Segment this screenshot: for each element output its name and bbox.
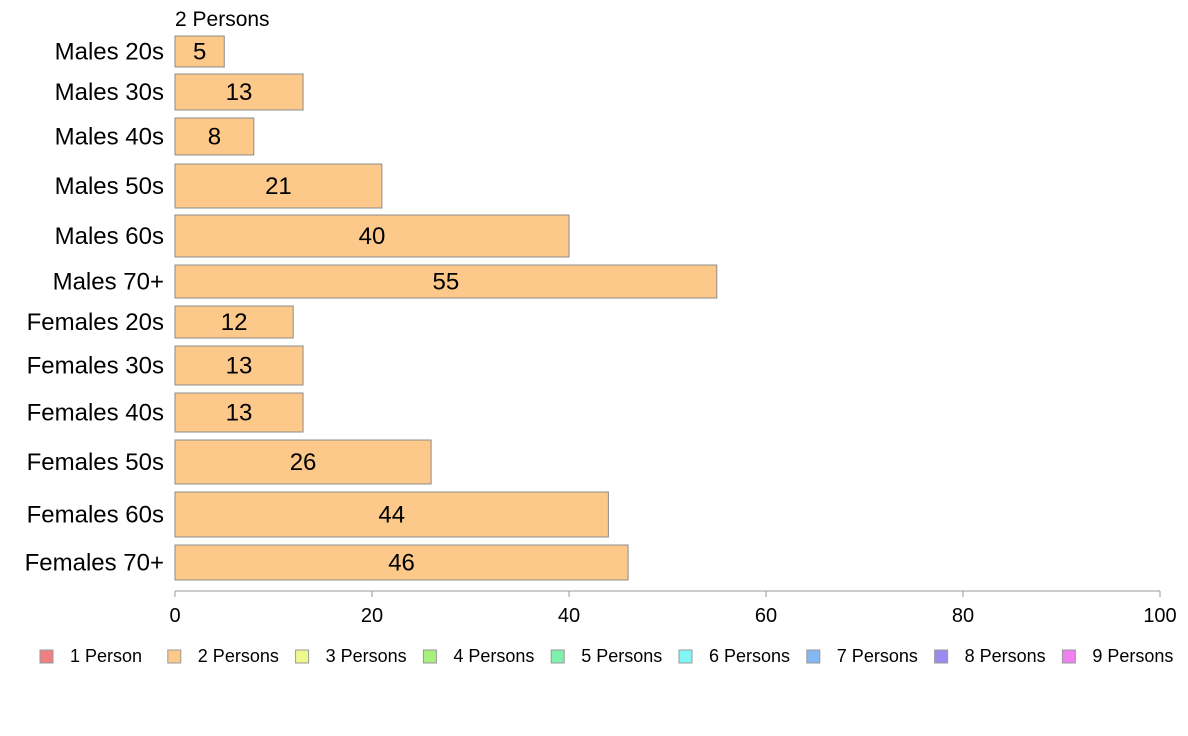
x-axis: 0 20 40 60 80 100: [169, 590, 1177, 627]
x-tick-label: 40: [558, 605, 580, 627]
bar-value-label: 13: [226, 353, 253, 380]
legend-swatch: [934, 649, 949, 664]
bar-value-label: 12: [221, 309, 248, 336]
legend-entry-label: 3 Persons: [326, 646, 407, 666]
legend-entry-label: 2 Persons: [198, 646, 279, 666]
bar-value-label: 13: [226, 400, 253, 427]
bar-value-label: 46: [388, 550, 415, 577]
bar: [174, 345, 304, 386]
legend-swatch: [1061, 649, 1076, 664]
legend-entry-label: 5 Persons: [581, 646, 662, 666]
bar: [174, 264, 718, 299]
legend-swatch: [295, 649, 310, 664]
legend-entry-label: 4 Persons: [453, 646, 534, 666]
bar: [174, 117, 255, 156]
bars-group: Males 20s 5 Males 30s 13 Males 40s 8 Males 50s…: [25, 35, 718, 581]
category-label: Males 30s: [55, 79, 164, 106]
bar-value-label: 26: [290, 449, 317, 476]
category-label: Males 20s: [55, 39, 164, 66]
legend-swatch: [167, 649, 182, 664]
bar-value-label: 44: [378, 502, 405, 529]
bar: [174, 35, 225, 68]
bar: [174, 544, 629, 581]
bar: [174, 214, 570, 258]
bar: [174, 392, 304, 433]
bar-value-label: 55: [433, 269, 460, 296]
category-label: Females 40s: [27, 400, 164, 427]
category-label: Females 50s: [27, 449, 164, 476]
legend-swatch: [550, 649, 565, 664]
bar-value-label: 5: [193, 39, 206, 66]
x-tick-label: 0: [169, 605, 180, 627]
bar: [174, 439, 432, 485]
legend-entry-label: 7 Persons: [837, 646, 918, 666]
legend-entry-label: 8 Persons: [965, 646, 1046, 666]
category-label: Females 70+: [25, 550, 164, 577]
bar: [174, 73, 304, 111]
legend-swatch: [678, 649, 693, 664]
bar-value-label: 13: [226, 79, 253, 106]
panel-title: 2 Persons: [175, 8, 270, 31]
category-label: Females 20s: [27, 309, 164, 336]
legend-entry-label: 6 Persons: [709, 646, 790, 666]
bar: [174, 491, 609, 538]
bar: [174, 163, 383, 209]
category-label: Males 40s: [55, 124, 164, 151]
category-label: Males 60s: [55, 223, 164, 250]
bar-value-label: 21: [265, 173, 292, 200]
bar-value-label: 40: [359, 223, 386, 250]
bar: [174, 305, 294, 339]
x-tick-label: 20: [361, 605, 383, 627]
category-label: Males 70+: [53, 269, 164, 296]
x-tick-label: 60: [755, 605, 777, 627]
legend-swatch: [39, 649, 54, 664]
x-tick-label: 100: [1143, 605, 1176, 627]
legend-swatch: [422, 649, 437, 664]
category-label: Males 50s: [55, 173, 164, 200]
x-tick-label: 80: [952, 605, 974, 627]
category-label: Females 60s: [27, 502, 164, 529]
legend: 1 Person 2 Persons 3 Persons 4 Persons 5 Per…: [39, 646, 1173, 666]
legend-entry-label: 9 Persons: [1092, 646, 1173, 666]
legend-entry-label: 1 Person: [70, 646, 142, 666]
category-label: Females 30s: [27, 353, 164, 380]
legend-swatch: [806, 649, 821, 664]
bar-value-label: 8: [208, 124, 221, 151]
